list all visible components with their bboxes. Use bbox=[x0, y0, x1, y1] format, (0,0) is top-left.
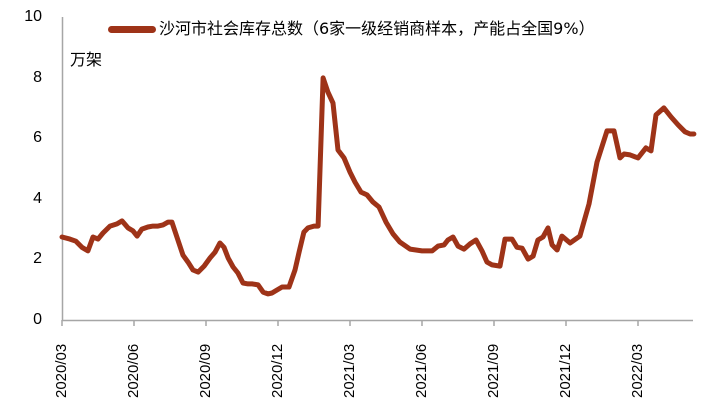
x-tick-marks bbox=[61, 320, 639, 326]
x-tick-label: 2022/03 bbox=[629, 343, 646, 398]
x-tick-label: 2021/03 bbox=[341, 343, 358, 398]
x-tick-label: 2021/12 bbox=[557, 343, 574, 398]
legend: 沙河市社会库存总数（6家一级经销商样本，产能占全国9%） bbox=[108, 20, 595, 38]
x-tick-label: 2020/03 bbox=[53, 343, 70, 398]
x-tick-label: 2020/06 bbox=[125, 343, 142, 398]
y-tick-label: 0 bbox=[33, 311, 42, 328]
unit-label: 万架 bbox=[70, 50, 103, 69]
y-tick-label: 4 bbox=[33, 189, 42, 207]
legend-swatch bbox=[108, 25, 156, 33]
y-tick-label: 8 bbox=[33, 68, 42, 86]
x-tick-label: 2020/12 bbox=[269, 343, 286, 398]
y-tick-label: 6 bbox=[33, 129, 42, 147]
x-tick-label: 2020/09 bbox=[197, 343, 214, 398]
x-tick-label: 2021/09 bbox=[485, 343, 502, 398]
y-tick-label: 10 bbox=[24, 8, 42, 25]
series-line bbox=[59, 75, 697, 297]
x-tick-label: 2021/06 bbox=[413, 343, 430, 398]
legend-label: 沙河市社会库存总数（6家一级经销商样本，产能占全国9%） bbox=[159, 19, 595, 38]
y-tick-label: 2 bbox=[33, 250, 42, 268]
